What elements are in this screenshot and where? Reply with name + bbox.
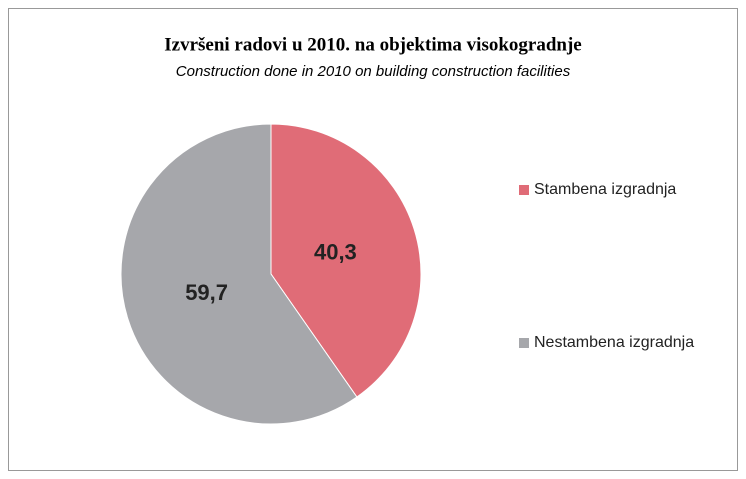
legend-swatch (519, 338, 529, 348)
legend-label: Nestambena izgradnja (534, 334, 694, 351)
legend-swatch (519, 185, 529, 195)
legend-label: Stambena izgradnja (534, 181, 676, 198)
pie-slice (270, 123, 422, 398)
chart-subtitle: Construction done in 2010 on building co… (176, 63, 571, 80)
data-label: 59,7 (185, 280, 228, 305)
chart-title: Izvršeni radovi u 2010. na objektima vis… (164, 34, 582, 55)
data-label: 40,3 (314, 240, 357, 265)
pie-slice (120, 123, 358, 425)
